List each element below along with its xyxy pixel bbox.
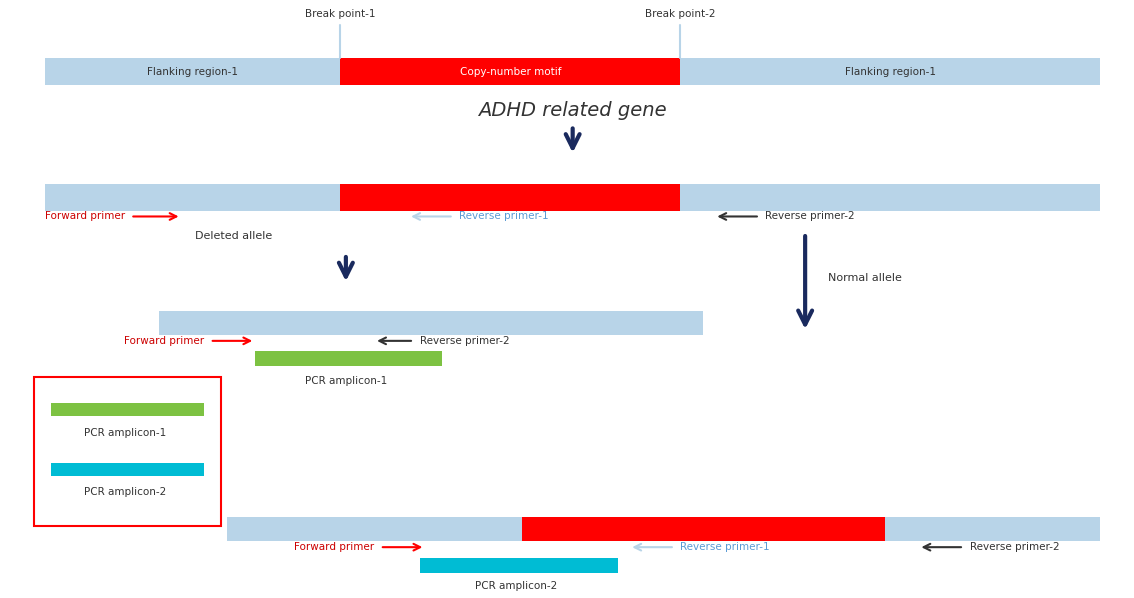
FancyBboxPatch shape bbox=[45, 184, 340, 210]
FancyBboxPatch shape bbox=[420, 557, 618, 573]
Text: Deleted allele: Deleted allele bbox=[195, 231, 272, 241]
FancyBboxPatch shape bbox=[34, 377, 221, 526]
FancyBboxPatch shape bbox=[340, 58, 680, 86]
Text: Reverse primer-2: Reverse primer-2 bbox=[765, 212, 855, 221]
Text: Break point-1: Break point-1 bbox=[305, 10, 375, 19]
Text: Flanking region-1: Flanking region-1 bbox=[147, 67, 238, 77]
FancyBboxPatch shape bbox=[255, 351, 442, 366]
Text: Reverse primer-2: Reverse primer-2 bbox=[970, 542, 1059, 552]
FancyBboxPatch shape bbox=[680, 184, 1100, 210]
FancyBboxPatch shape bbox=[51, 403, 204, 416]
Text: Forward primer: Forward primer bbox=[124, 336, 204, 346]
Text: PCR amplicon-2: PCR amplicon-2 bbox=[475, 581, 557, 591]
Text: Reverse primer-2: Reverse primer-2 bbox=[420, 336, 509, 346]
Text: Forward primer: Forward primer bbox=[44, 212, 125, 221]
FancyBboxPatch shape bbox=[522, 517, 885, 541]
Text: ADHD related gene: ADHD related gene bbox=[479, 101, 667, 120]
FancyBboxPatch shape bbox=[51, 463, 204, 476]
FancyBboxPatch shape bbox=[159, 311, 703, 335]
FancyBboxPatch shape bbox=[227, 517, 522, 541]
Text: Flanking region-1: Flanking region-1 bbox=[845, 67, 936, 77]
Text: Break point-2: Break point-2 bbox=[645, 10, 716, 19]
FancyBboxPatch shape bbox=[680, 58, 1100, 86]
FancyBboxPatch shape bbox=[45, 58, 340, 86]
Text: Copy-number motif: Copy-number motif bbox=[459, 67, 561, 77]
Text: Reverse primer-1: Reverse primer-1 bbox=[459, 212, 549, 221]
Text: PCR amplicon-1: PCR amplicon-1 bbox=[305, 376, 387, 386]
Text: Reverse primer-1: Reverse primer-1 bbox=[680, 542, 770, 552]
Text: Forward primer: Forward primer bbox=[294, 542, 374, 552]
Text: PCR amplicon-2: PCR amplicon-2 bbox=[84, 487, 166, 498]
Text: PCR amplicon-1: PCR amplicon-1 bbox=[84, 428, 166, 438]
FancyBboxPatch shape bbox=[340, 184, 680, 210]
Text: Normal allele: Normal allele bbox=[828, 273, 902, 283]
FancyBboxPatch shape bbox=[885, 517, 1100, 541]
